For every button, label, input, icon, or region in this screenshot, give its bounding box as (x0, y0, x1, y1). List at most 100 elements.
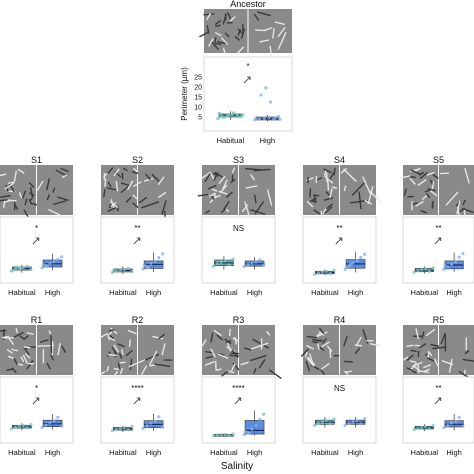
data-point (153, 260, 156, 263)
data-point (244, 430, 247, 433)
data-point (241, 113, 244, 116)
category-label: High (146, 288, 161, 297)
cell-mark (122, 350, 123, 355)
cell-mark (217, 369, 221, 370)
category-label: High (260, 136, 275, 145)
cell-mark (7, 200, 16, 201)
data-point (112, 268, 115, 271)
data-point (278, 118, 281, 121)
cell-mark (130, 340, 131, 346)
data-point (220, 433, 223, 436)
data-point (123, 268, 126, 271)
cell-mark (230, 329, 231, 335)
cell-mark (411, 350, 416, 351)
data-point (458, 256, 461, 259)
data-point (355, 259, 358, 262)
data-point (325, 270, 328, 273)
data-point (216, 262, 219, 265)
data-point (313, 424, 316, 427)
data-point (329, 272, 332, 275)
data-point (363, 253, 366, 256)
data-point (321, 271, 324, 274)
cell-mark (432, 202, 433, 208)
data-point (111, 429, 114, 432)
data-point (216, 117, 219, 120)
category-label: Habitual (217, 136, 245, 145)
data-point (363, 417, 366, 420)
data-point (269, 100, 272, 103)
y-tick-label: 20 (194, 85, 202, 92)
panel-title: R2 (132, 315, 144, 325)
cell-mark (109, 355, 116, 356)
cell-mark (215, 38, 216, 43)
micrograph-high (134, 165, 174, 217)
data-point (220, 260, 223, 263)
data-point (130, 270, 133, 273)
data-point (413, 428, 416, 431)
category-label: High (446, 448, 461, 457)
data-point (41, 426, 44, 429)
data-point (349, 263, 352, 266)
micrograph-habitual (0, 325, 36, 375)
category-label: High (146, 448, 161, 457)
category-label: Habitual (311, 448, 339, 457)
data-point (254, 424, 257, 427)
data-point (317, 271, 320, 274)
micrograph-bg (439, 325, 474, 375)
data-point (243, 265, 246, 268)
panel-R3: **** Habitual High (202, 377, 275, 457)
significance-label: * (35, 224, 38, 233)
data-point (416, 427, 419, 430)
data-point (450, 262, 453, 265)
data-point (250, 261, 253, 264)
data-point (149, 262, 152, 265)
data-point (325, 419, 328, 422)
micrograph-bg (138, 325, 174, 375)
category-label: Habitual (8, 448, 36, 457)
data-point (219, 114, 222, 117)
data-point (216, 433, 219, 436)
category-label: Habitual (411, 448, 439, 457)
significance-label: NS (233, 224, 244, 233)
data-point (332, 417, 335, 420)
data-point (454, 260, 457, 263)
category-label: High (348, 448, 363, 457)
data-point (48, 262, 51, 265)
data-point (263, 117, 266, 120)
cell-mark (110, 330, 114, 331)
micrograph-habitual (202, 325, 241, 376)
data-point (212, 265, 215, 268)
micrograph-high (239, 325, 281, 378)
data-point (317, 422, 320, 425)
category-label: High (247, 448, 262, 457)
micrograph-high (239, 165, 275, 218)
category-label: Habitual (210, 288, 238, 297)
cell-mark (0, 200, 7, 201)
y-tick-label: 10 (194, 105, 202, 112)
micrograph-habitual (100, 325, 137, 376)
data-point (115, 428, 118, 431)
significance-label: ** (134, 224, 140, 233)
micrograph-high (37, 325, 73, 375)
data-point (142, 267, 145, 270)
significance-label: **** (131, 384, 143, 393)
data-point (345, 266, 348, 269)
data-point (250, 428, 253, 431)
panel-R5: **Habitual High (403, 377, 474, 457)
data-point (416, 269, 419, 272)
data-point (48, 421, 51, 424)
significance-label: NS (334, 384, 345, 393)
micrograph-habitual (198, 165, 238, 215)
data-point (42, 263, 45, 266)
micrograph-bg (403, 325, 438, 375)
panel-title: R1 (31, 315, 43, 325)
category-label: High (45, 448, 60, 457)
data-point (237, 115, 240, 118)
category-label: Habitual (311, 288, 339, 297)
data-point (262, 264, 265, 267)
data-point (231, 257, 234, 260)
cell-mark (204, 14, 214, 15)
data-point (224, 259, 227, 262)
data-point (255, 117, 258, 120)
micrograph-habitual (200, 9, 248, 54)
